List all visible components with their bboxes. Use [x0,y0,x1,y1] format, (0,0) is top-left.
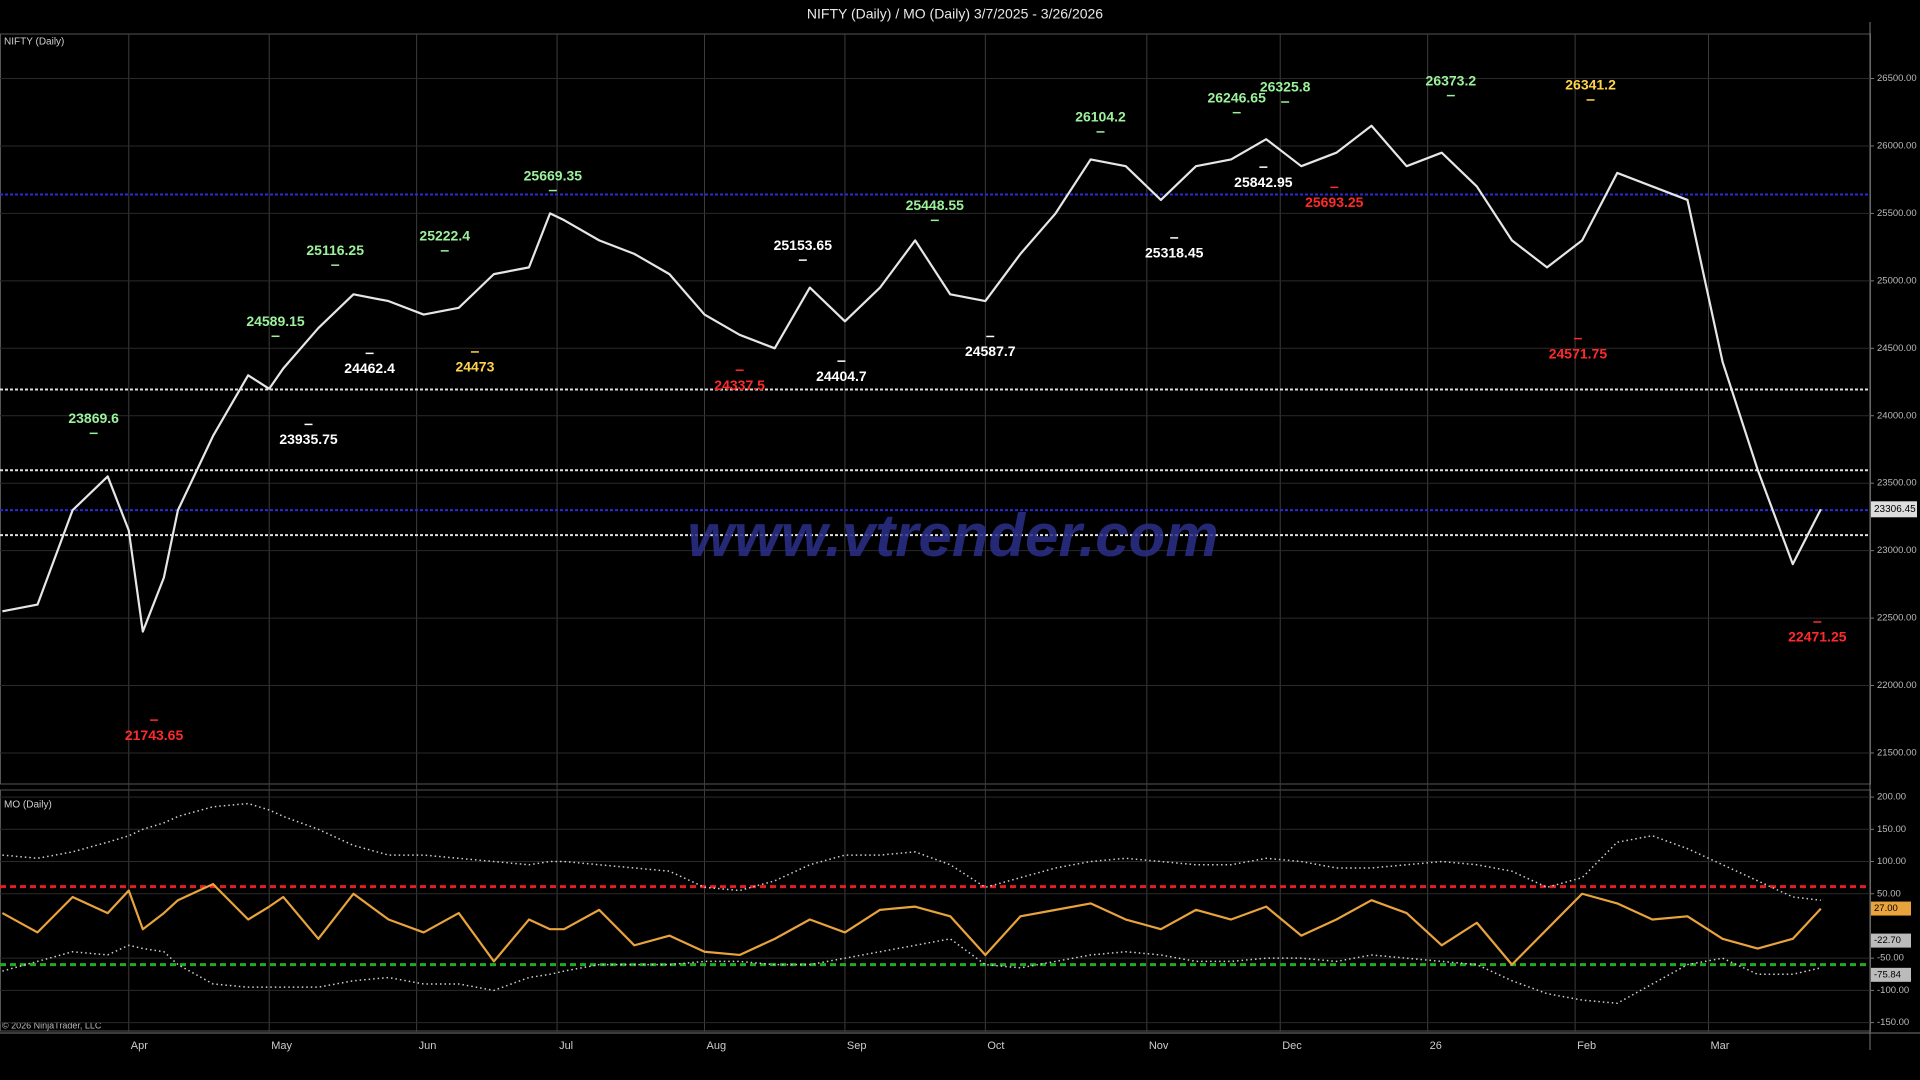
annotation-label: 25669.35 [524,167,583,183]
band-line [2,938,1822,1005]
annotation-label: 26104.2 [1075,109,1126,125]
annotation-label: 24473 [455,359,494,375]
y-tick-label: 23500.00 [1877,478,1917,489]
annotation-label: 25116.25 [306,242,364,258]
x-tick-label: Mar [1711,1040,1730,1052]
annotation-label: 24337.5 [714,377,765,393]
y-tick-label: 200.00 [1877,792,1906,803]
annotation-label: 25842.95 [1234,174,1293,190]
y-tick-label: 22000.00 [1877,680,1917,691]
x-tick-label: Dec [1282,1040,1302,1052]
x-tick-label: Oct [987,1040,1004,1052]
y-tick-label: -150.00 [1877,1017,1909,1028]
value-tag-label: 27.00 [1874,903,1898,914]
x-tick-label: Jun [419,1040,437,1052]
y-tick-label: 100.00 [1877,856,1906,867]
y-tick-label: 21500.00 [1877,747,1917,758]
y-tick-label: -50.00 [1877,953,1904,964]
watermark: www.vtrender.com [687,502,1218,569]
annotation-label: 26246.65 [1207,89,1266,105]
chart-title: NIFTY (Daily) / MO (Daily) 3/7/2025 - 3/… [807,6,1103,22]
annotation-label: 24404.7 [816,368,867,384]
footer: © 2026 NinjaTrader, LLC [2,1020,102,1030]
annotation-label: 24462.4 [344,360,395,376]
y-tick-label: 25000.00 [1877,275,1917,286]
annotation-label: 24587.7 [965,343,1016,359]
x-tick-label: May [271,1040,292,1052]
annotation-label: 23869.6 [68,410,119,426]
x-tick-label: Sep [847,1040,867,1052]
y-tick-label: 23000.00 [1877,545,1917,556]
annotation-label: 26341.2 [1565,77,1616,93]
x-tick-label: Aug [707,1040,727,1052]
panel-label: MO (Daily) [4,800,52,811]
annotation-label: 25153.65 [774,237,833,253]
annotation-label: 25448.55 [906,197,965,213]
x-tick-label: Apr [131,1040,148,1052]
annotation-label: 25693.25 [1305,194,1364,210]
y-tick-label: 24500.00 [1877,343,1917,354]
series-line [2,124,1822,633]
value-tag [1871,901,1911,916]
annotation-label: 25222.4 [419,228,470,244]
band-line [2,802,1821,901]
annotation-label: 26373.2 [1426,72,1477,88]
value-tag-label: -22.70 [1874,935,1901,946]
annotation-label: 24571.75 [1549,345,1608,361]
value-tag [1871,967,1911,982]
x-tick-label: 26 [1430,1040,1442,1052]
value-tag-label: 23306.45 [1874,504,1916,515]
annotation-label: 21743.65 [125,727,184,743]
value-tag-label: -75.84 [1874,969,1901,980]
x-tick-label: Feb [1577,1040,1596,1052]
y-tick-label: 22500.00 [1877,613,1917,624]
annotation-label: 25318.45 [1145,245,1204,261]
x-tick-label: Jul [559,1040,573,1052]
annotation-label: 24589.15 [246,313,305,329]
annotation-label: 23935.75 [279,431,338,447]
y-tick-label: 26000.00 [1877,140,1917,151]
y-tick-label: 50.00 [1877,888,1901,899]
value-tag [1871,933,1911,948]
annotation-label: 22471.25 [1788,629,1847,645]
series-line [1,882,1822,966]
x-tick-label: Nov [1149,1040,1169,1052]
value-tag [1871,501,1917,518]
y-tick-label: 24000.00 [1877,410,1917,421]
y-tick-label: 25500.00 [1877,208,1917,219]
annotation-label: 26325.8 [1260,79,1311,95]
panel-label: NIFTY (Daily) [4,37,64,48]
y-tick-label: 150.00 [1877,824,1906,835]
y-tick-label: -100.00 [1877,985,1909,996]
y-tick-label: 26500.00 [1877,73,1917,84]
